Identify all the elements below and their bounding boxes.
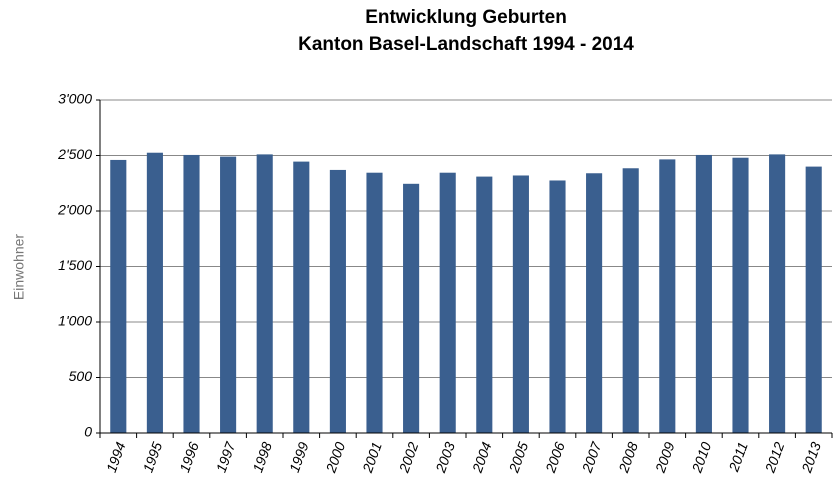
x-tick-label: 1999 bbox=[286, 440, 312, 475]
x-tick-label: 1994 bbox=[103, 440, 129, 475]
bar bbox=[549, 180, 566, 433]
bar bbox=[293, 161, 310, 434]
bar bbox=[695, 154, 712, 433]
bar bbox=[586, 173, 603, 433]
bar bbox=[659, 159, 676, 433]
y-axis-label: Einwohner bbox=[11, 234, 27, 300]
y-tick-label: 2'000 bbox=[57, 202, 92, 218]
x-tick-label: 2012 bbox=[761, 440, 787, 476]
x-tick-label: 2007 bbox=[578, 439, 604, 476]
bar bbox=[220, 156, 237, 434]
x-tick-label: 1998 bbox=[249, 440, 275, 475]
bar bbox=[110, 159, 127, 433]
x-tick-label: 2011 bbox=[725, 440, 751, 475]
chart-title: Entwicklung Geburten bbox=[365, 7, 567, 28]
x-tick-label: 1995 bbox=[140, 440, 166, 475]
bar bbox=[256, 154, 273, 433]
y-tick-label: 1'000 bbox=[58, 313, 92, 329]
bar bbox=[366, 172, 383, 433]
x-tick-label: 2006 bbox=[542, 440, 568, 476]
bar bbox=[439, 172, 456, 433]
x-tick-label: 2000 bbox=[322, 440, 348, 476]
x-tick-label: 2013 bbox=[798, 440, 824, 476]
bar bbox=[805, 166, 822, 433]
x-tick-label: 1996 bbox=[176, 440, 202, 475]
bar bbox=[512, 175, 529, 434]
chart-subtitle: Kanton Basel-Landschaft 1994 - 2014 bbox=[298, 34, 634, 55]
bar bbox=[403, 183, 420, 433]
bar bbox=[329, 169, 346, 433]
x-tick-label: 1997 bbox=[213, 439, 239, 475]
x-tick-label: 2008 bbox=[615, 440, 641, 476]
y-tick-label: 0 bbox=[84, 424, 92, 440]
bar bbox=[183, 154, 200, 433]
bar bbox=[769, 154, 786, 433]
x-tick-label: 2002 bbox=[395, 440, 421, 476]
x-tick-label: 2001 bbox=[359, 440, 385, 476]
y-tick-label: 2'500 bbox=[57, 146, 92, 162]
bar bbox=[622, 168, 639, 433]
x-tick-label: 2010 bbox=[688, 440, 714, 476]
bar bbox=[146, 152, 163, 433]
x-tick-label: 2009 bbox=[652, 440, 678, 476]
bar bbox=[476, 176, 493, 433]
y-tick-label: 1'500 bbox=[58, 257, 92, 273]
x-tick-label: 2005 bbox=[505, 440, 531, 476]
x-tick-label: 2004 bbox=[469, 440, 495, 476]
y-tick-label: 500 bbox=[69, 368, 93, 384]
x-tick-label: 2003 bbox=[432, 440, 458, 476]
y-tick-label: 3'000 bbox=[58, 91, 92, 107]
bar bbox=[732, 157, 749, 433]
